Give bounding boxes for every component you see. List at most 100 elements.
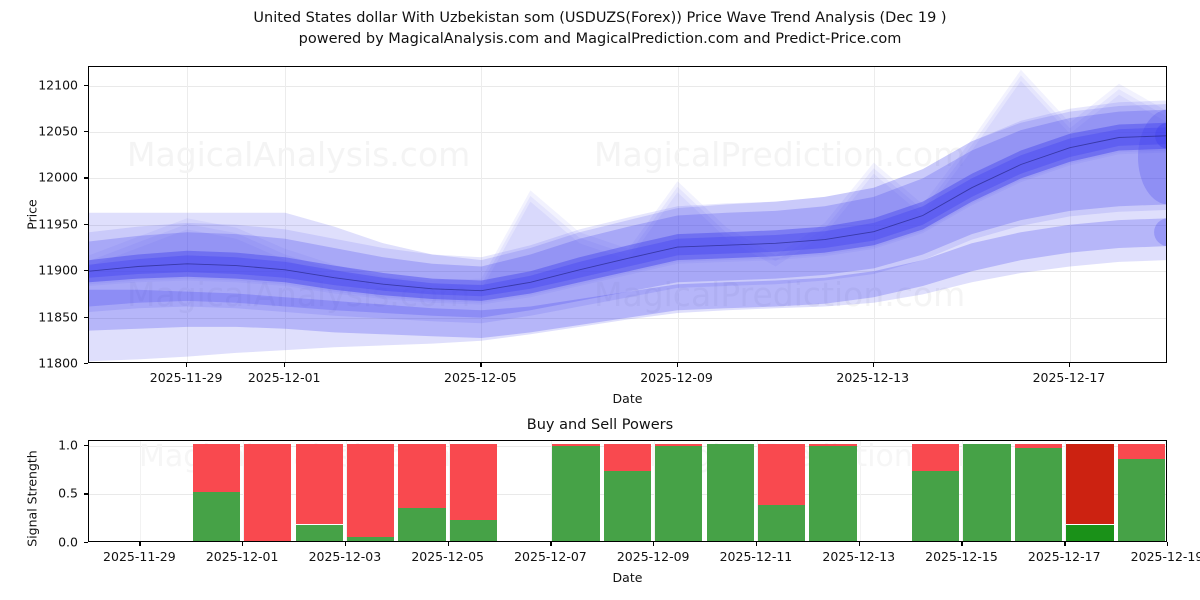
buy-sell-powers-plot-area: MagicalAnalysis.com MagicalPrediction.co…: [88, 440, 1167, 542]
signal-strength-bar[interactable]: [552, 443, 600, 541]
signal-strength-bar[interactable]: [1066, 443, 1114, 541]
gridline-vertical: [481, 67, 483, 362]
bar-x-axis-label: Date: [612, 570, 643, 585]
wave-y-tickmark: [84, 223, 88, 226]
wave-y-tick-label: 11950: [38, 216, 78, 232]
bar-x-tick-label: 2025-12-19: [1130, 549, 1200, 564]
bar-x-tickmark: [447, 542, 449, 546]
buy-power-segment: [706, 443, 754, 541]
gridline-vertical: [345, 441, 347, 541]
wave-band: [89, 100, 1166, 324]
gridline: [89, 85, 1166, 87]
bar-x-tick-label: 2025-11-29: [103, 549, 176, 564]
bar-y-axis-label: Signal Strength: [24, 450, 40, 547]
bar-x-tick-label: 2025-12-07: [514, 549, 587, 564]
sell-power-segment: [244, 443, 292, 541]
signal-strength-bar[interactable]: [603, 443, 652, 541]
buy-power-segment: [603, 471, 652, 541]
signal-strength-bar[interactable]: [963, 443, 1011, 541]
wave-y-tickmark: [84, 84, 88, 86]
signal-strength-bar[interactable]: [706, 443, 754, 541]
wave-x-tickmark: [872, 363, 875, 367]
bar-y-tick-label: 0.0: [58, 534, 78, 550]
title-line-2: powered by MagicalAnalysis.com and Magic…: [298, 31, 902, 47]
wave-band: [89, 104, 1166, 362]
buy-power-segment: [295, 524, 343, 541]
bar-y-tick-label: 0.5: [58, 485, 78, 501]
wave-band: [89, 218, 1166, 338]
wave-x-tick-label: 2025-12-09: [640, 370, 713, 385]
wave-x-axis-label: Date: [612, 391, 643, 406]
signal-strength-bar[interactable]: [244, 443, 292, 541]
gridline-vertical: [285, 67, 287, 362]
wave-x-tickmark: [676, 363, 678, 367]
signal-strength-bar[interactable]: [912, 443, 960, 541]
bar-x-tickmark: [344, 542, 347, 546]
wave-x-tick-label: 2025-11-29: [149, 370, 223, 385]
sell-power-segment: [912, 443, 960, 472]
price-wave-plot-area: MagicalAnalysis.com MagicalPrediction.co…: [88, 66, 1167, 363]
wave-x-tick-label: 2025-12-13: [836, 370, 910, 385]
gridline-vertical: [1065, 441, 1067, 541]
gridline-vertical: [677, 67, 679, 362]
bar-x-tick-label: 2025-12-13: [822, 549, 896, 564]
buy-power-segment: [655, 445, 703, 541]
buy-power-segment: [398, 507, 446, 541]
price-wave-bands: [89, 69, 1166, 362]
bar-x-tickmark: [961, 542, 963, 546]
bar-y-tickmark: [84, 542, 88, 544]
gridline-vertical: [756, 441, 758, 541]
bar-x-tick-label: 2025-12-03: [308, 549, 382, 564]
gridline-vertical: [873, 67, 875, 362]
signal-strength-bar[interactable]: [449, 443, 497, 541]
bar-x-tick-label: 2025-12-11: [719, 549, 793, 564]
signal-strength-bar[interactable]: [1014, 443, 1063, 541]
buy-power-segment: [809, 445, 857, 541]
wave-x-tick-label: 2025-12-05: [444, 370, 517, 385]
bar-x-tickmark: [139, 542, 141, 546]
wave-band: [89, 69, 1166, 305]
bar-x-tickmark: [1064, 542, 1066, 546]
sell-power-segment: [552, 443, 600, 446]
wave-y-tick-label: 11850: [38, 309, 78, 325]
bar-chart-title: Buy and Sell Powers: [526, 417, 674, 433]
gridline-vertical: [187, 67, 189, 362]
sell-power-segment: [757, 443, 806, 506]
gridline-vertical: [243, 441, 245, 541]
sell-power-segment: [809, 443, 857, 446]
wave-x-tickmark: [284, 363, 286, 367]
signal-strength-bar[interactable]: [809, 443, 857, 541]
wave-y-tickmark: [84, 270, 88, 272]
sell-power-segment: [346, 443, 395, 538]
bar-x-tickmark: [755, 542, 758, 546]
signal-strength-bar[interactable]: [192, 443, 241, 541]
gridline: [89, 178, 1166, 180]
bar-x-tickmark: [1167, 542, 1169, 546]
wave-band: [89, 75, 1166, 303]
signal-strength-bar[interactable]: [655, 443, 703, 541]
signal-strength-bar[interactable]: [398, 443, 446, 541]
bar-x-tick-label: 2025-12-01: [205, 549, 279, 564]
signal-strength-bar[interactable]: [1117, 443, 1165, 541]
bar-y-tick-label: 1.0: [58, 437, 78, 453]
signal-strength-bar[interactable]: [346, 443, 395, 541]
bar-x-tick-label: 2025-12-17: [1027, 549, 1101, 564]
sell-power-segment: [398, 443, 446, 508]
bar-x-tick-label: 2025-12-09: [616, 549, 690, 564]
buy-power-segment: [346, 537, 395, 541]
wave-y-axis-label: Price: [24, 199, 40, 230]
wave-x-tick-label: 2025-12-01: [247, 370, 321, 385]
gridline-vertical: [448, 441, 450, 541]
gridline-vertical: [962, 441, 964, 541]
gridline-vertical: [140, 441, 142, 541]
figure-title: United States dollar With Uzbekistan som…: [0, 8, 1200, 50]
wave-band: [89, 80, 1166, 301]
wave-band: [89, 127, 1166, 297]
wave-y-tickmark: [84, 130, 88, 133]
wave-y-tick-label: 11800: [38, 355, 78, 371]
sell-power-segment: [655, 443, 703, 446]
sell-power-segment: [603, 443, 652, 472]
signal-strength-bar[interactable]: [757, 443, 806, 541]
signal-strength-bar[interactable]: [295, 443, 343, 541]
gridline: [89, 224, 1166, 226]
